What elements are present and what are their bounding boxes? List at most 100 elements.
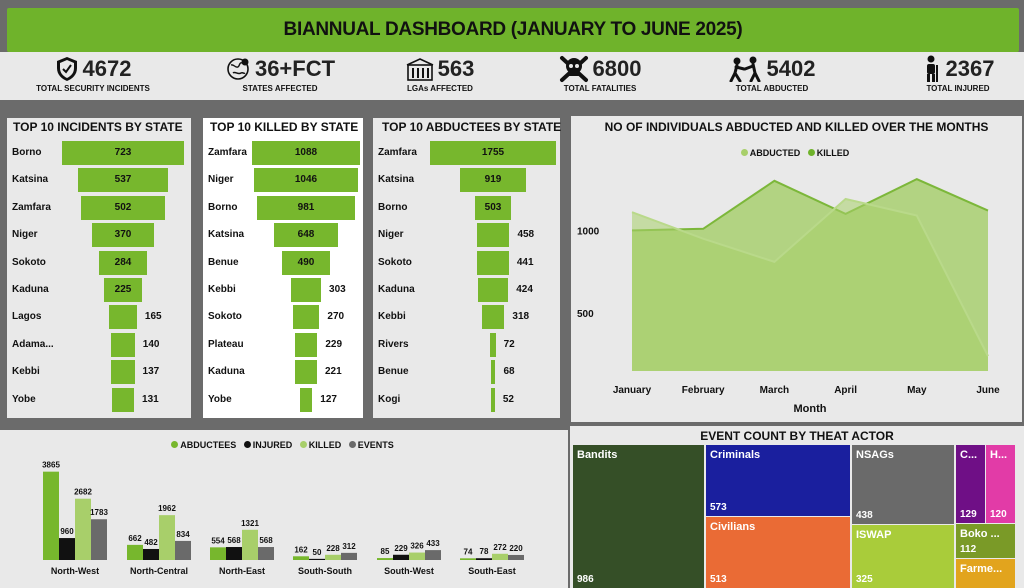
bar-value-label: 424 xyxy=(516,284,533,295)
bar-value-label: 272 xyxy=(493,543,507,552)
bar-injured xyxy=(143,548,159,560)
top-abductees-title: TOP 10 ABDUCTEES BY STATE xyxy=(382,120,562,134)
bar-row: Katsina 919 xyxy=(373,168,560,193)
bar-value-label: 1962 xyxy=(158,504,176,513)
bar-injured xyxy=(476,558,492,560)
bar-category-label: Borno xyxy=(378,201,408,213)
bar xyxy=(295,360,317,385)
bar-value-label: 1088 xyxy=(294,147,318,158)
bar-value-label: 229 xyxy=(394,544,408,553)
bar xyxy=(290,278,322,302)
bar xyxy=(111,332,135,357)
bar-value-label: 127 xyxy=(320,393,337,405)
globe-icon xyxy=(227,58,249,80)
bar-injured xyxy=(309,558,325,560)
bar-value-label: 229 xyxy=(325,338,343,350)
bar-category-label: Katsina xyxy=(12,174,49,186)
bar-value-label: 326 xyxy=(410,542,424,551)
kpi-value: 563 xyxy=(437,56,475,81)
treemap-tile: Bandits 986 xyxy=(573,445,704,588)
x-category-label: North-East xyxy=(219,566,265,576)
legend-events-label: EVENTS xyxy=(357,439,394,450)
bar-value-label: 502 xyxy=(114,201,132,213)
bar-category-label: Kaduna xyxy=(12,284,49,295)
bar-category-label: Benue xyxy=(208,256,239,268)
bar-category-label: Zamfara xyxy=(12,201,51,213)
bar-category-label: Lagos xyxy=(12,311,42,323)
bar-events xyxy=(508,554,524,560)
bar-abductees xyxy=(43,471,59,560)
bar-row: Kebbi 303 xyxy=(203,278,363,302)
top-incidents-panel: TOP 10 INCIDENTS BY STATE Borno 723 Katsin… xyxy=(7,118,191,418)
regional-chart-legend: ABDUCTEES INJURED KILLED EVENTS xyxy=(0,435,568,453)
bar-row: Plateau 229 xyxy=(203,332,363,357)
bar-category-label: Zamfara xyxy=(378,147,417,158)
bar-category-label: Borno xyxy=(12,147,42,158)
bar-row: Kaduna 225 xyxy=(7,278,191,302)
kpi-label: TOTAL ABDUCTED xyxy=(735,84,809,93)
bar-row: Kaduna 221 xyxy=(203,360,363,385)
bar-category-label: Kebbi xyxy=(378,311,406,323)
treemap-tile-value: 573 xyxy=(710,502,727,513)
x-tick-label: January xyxy=(613,385,652,396)
x-tick-label: May xyxy=(907,385,927,396)
treemap-tile: Farme... xyxy=(956,559,1015,588)
monthly-chart-title: NO OF INDIVIDUALS ABDUCTED AND KILLED OV… xyxy=(604,120,989,134)
bar-injured xyxy=(393,554,409,560)
treemap-tile-value: 120 xyxy=(990,509,1007,520)
kpi-label: TOTAL INJURED xyxy=(926,84,990,93)
treemap-tile-value: 129 xyxy=(960,509,977,520)
bar-value-label: 662 xyxy=(128,534,142,543)
treemap-tile-label: Boko ... xyxy=(960,528,1000,540)
bar-events xyxy=(258,547,274,560)
shield-icon xyxy=(56,57,77,81)
x-category-label: North-West xyxy=(51,566,99,576)
treemap-tile-label: Criminals xyxy=(710,449,761,461)
kpi-lgas-affected: 563 LGAs AFFECTED xyxy=(385,52,495,100)
x-category-label: South-West xyxy=(384,566,434,576)
kpi-total-injured: 2367 TOTAL INJURED xyxy=(898,52,1018,100)
bar xyxy=(99,250,147,275)
bar-row: Kebbi 137 xyxy=(7,360,191,385)
bar xyxy=(254,168,358,193)
bar-value-label: 68 xyxy=(503,366,515,378)
treemap-tile-label: H... xyxy=(990,449,1008,461)
bar-value-label: 137 xyxy=(142,366,160,378)
legend-abducted: ABDUCTED xyxy=(740,148,800,158)
kpi-value: 4672 xyxy=(82,56,132,81)
bar-value-label: 960 xyxy=(60,527,74,536)
bar-events xyxy=(175,540,191,560)
bar-row: Katsina 537 xyxy=(7,168,191,193)
bar-events xyxy=(425,550,441,560)
bar-value-label: 554 xyxy=(211,536,225,545)
treemap-tile-value: 325 xyxy=(856,574,873,585)
legend-abductees: ABDUCTEES xyxy=(171,440,236,450)
bar-value-label: 490 xyxy=(297,256,315,268)
kpi-value: 2367 xyxy=(945,56,995,81)
bar xyxy=(104,278,142,302)
bar-value-label: 50 xyxy=(313,548,322,557)
bar-category-label: Plateau xyxy=(208,338,244,350)
bar-row: Niger 1046 xyxy=(203,168,363,193)
legend-killed-region-label: KILLED xyxy=(308,439,342,450)
treemap-tile-label: Civilians xyxy=(710,521,756,533)
bar xyxy=(111,387,135,412)
treemap-tile-value: 986 xyxy=(577,574,594,585)
bar-row: Niger 458 xyxy=(373,223,560,248)
bar-row: Rivers 72 xyxy=(373,332,560,357)
treemap-tile-label: Farme... xyxy=(960,563,1003,575)
bar-row: Adama... 140 xyxy=(7,332,191,357)
kpi-label: TOTAL FATALITIES xyxy=(563,84,637,93)
bar xyxy=(477,250,509,275)
bar-killed xyxy=(242,529,258,560)
bar-category-label: Katsina xyxy=(378,174,415,186)
kpi-total-abducted: 5402 TOTAL ABDUCTED xyxy=(712,52,832,100)
bar-category-label: Kaduna xyxy=(378,284,415,295)
bar-value-label: 228 xyxy=(326,544,340,553)
bar-value-label: 1783 xyxy=(90,508,108,517)
bar xyxy=(281,250,331,275)
kpi-total-fatalities: 6800 TOTAL FATALITIES xyxy=(540,52,660,100)
line-abducted xyxy=(631,197,989,357)
bar-row: Niger 370 xyxy=(7,223,191,248)
bar xyxy=(91,223,155,248)
